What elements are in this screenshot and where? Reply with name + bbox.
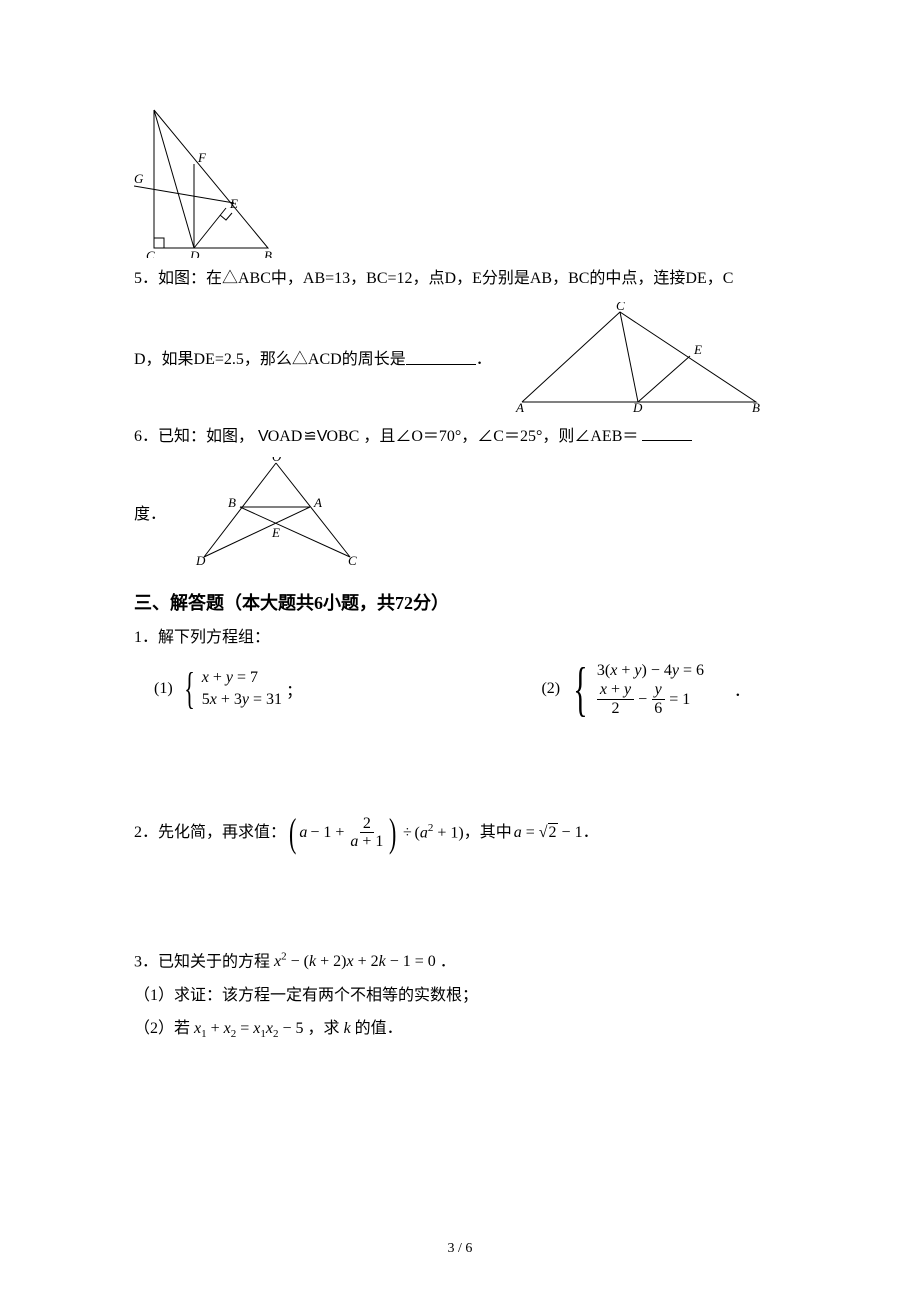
svg-text:A: A	[313, 495, 322, 510]
q5-line-b: D，如果DE=2.5，那么△ACD的周长是 ． A D B C E	[134, 302, 790, 412]
svg-text:B: B	[752, 400, 760, 412]
q3-1-intro: 1．解下列方程组：	[134, 625, 790, 651]
q6-pre: 6．已知：如图，	[134, 428, 254, 445]
q6-tri1: OAD	[268, 428, 303, 445]
svg-text:E: E	[229, 196, 238, 211]
q5-figure: A D B C E	[512, 302, 772, 412]
q5-period: ．	[476, 345, 492, 369]
q3-2-expr-b: (a2 + 1)	[415, 820, 464, 846]
eq1-1: x + y = 7	[202, 667, 282, 689]
q3-3-l3-mid: ，求	[308, 1020, 340, 1037]
q5-line-a: 5．如图：在△ABC中，AB=13，BC=12，点D，E分别是AB，BC的中点，…	[134, 266, 790, 292]
q3-3-line1: 3．已知关于的方程 x2 − (k + 2)x + 2k − 1 = 0 ．	[134, 949, 790, 975]
q6-tri-marker-2: V	[317, 428, 327, 445]
q3-1-eqs1: { x + y = 7 5x + 3y = 31	[173, 667, 282, 711]
q3-1-equations-row: (1) { x + y = 7 5x + 3y = 31 ； (2) { 3(x…	[134, 659, 790, 719]
q6-mid: ，且∠O＝70°，∠C＝25°，则∠AEB＝	[363, 428, 638, 445]
eq1-2: 5x + 3y = 31	[202, 689, 282, 711]
svg-text:C: C	[146, 248, 155, 258]
q3-2-pre: 2．先化简，再求值：	[134, 820, 286, 846]
q6-cong: ≌	[303, 428, 315, 445]
svg-text:A: A	[151, 108, 160, 111]
q3-3-l3-tail: 的值．	[355, 1020, 403, 1037]
page-footer: 3 / 6	[0, 1241, 920, 1257]
q3-3-l3-k: k	[344, 1020, 351, 1037]
svg-text:C: C	[616, 302, 625, 313]
page: A G C D B E F 5．如图：在△ABC中，AB=13，BC=12，点D…	[0, 0, 920, 1302]
svg-text:E: E	[693, 342, 702, 357]
q6-line-b: 度． O B A E D C	[134, 457, 790, 567]
svg-text:C: C	[348, 553, 357, 567]
svg-text:O: O	[272, 457, 282, 464]
section3-title: 三、解答题（本大题共6小题，共72分）	[134, 589, 790, 615]
eq2-1: 3(x + y) − 4y = 6	[597, 660, 704, 682]
fig-triangle-afgcdbe: A G C D B E F	[134, 108, 274, 258]
q3-3-pre: 3．已知关于的方程	[134, 953, 274, 970]
rparen-icon: )	[389, 813, 396, 853]
svg-text:E: E	[271, 525, 280, 540]
q3-2: 2．先化简，再求值： ( a − 1 + 2a + 1 ) ÷ (a2 + 1)…	[134, 813, 790, 853]
svg-text:A: A	[515, 400, 524, 412]
q6-figure: O B A E D C	[180, 457, 370, 567]
svg-text:B: B	[264, 248, 272, 258]
q3-2-aeq: a = √2 − 1	[514, 820, 583, 846]
q3-2-mid: ，其中	[464, 820, 512, 846]
brace-icon-2: {	[573, 659, 587, 719]
svg-text:D: D	[195, 553, 206, 567]
svg-text:F: F	[197, 150, 207, 165]
svg-text:B: B	[228, 495, 236, 510]
q3-2-expr-a: a − 1 + 2a + 1	[299, 815, 386, 851]
q5-text-b: D，如果DE=2.5，那么△ACD的周长是	[134, 345, 406, 369]
q3-2-tail: ．	[583, 820, 599, 846]
q3-3-line2: （1）求证：该方程一定有两个不相等的实数根；	[134, 983, 790, 1009]
q3-3-tail1: ．	[440, 953, 456, 970]
lparen-icon: (	[289, 813, 296, 853]
eq2-2: x + y2 − y6 = 1	[597, 681, 704, 717]
q3-2-div: ÷	[403, 820, 412, 846]
svg-text:G: G	[134, 171, 144, 186]
brace-icon: {	[184, 667, 195, 711]
q3-3-l3-expr: x1 + x2 = x1x2 − 5	[194, 1020, 304, 1037]
q3-3-expr: x2 − (k + 2)x + 2k − 1 = 0	[274, 953, 436, 970]
q3-1-eqs2: { 3(x + y) − 4y = 6 x + y2 − y6 = 1	[560, 659, 704, 719]
q6-degree: 度．	[134, 500, 166, 524]
q6-blank	[642, 424, 692, 441]
svg-text:D: D	[189, 248, 200, 258]
q6-line-a: 6．已知：如图， VOAD≌VOBC ，且∠O＝70°，∠C＝25°，则∠AEB…	[134, 424, 790, 450]
q3-1-period: ．	[734, 677, 750, 701]
svg-text:D: D	[632, 400, 643, 412]
q3-1-semicolon: ；	[286, 677, 302, 701]
q3-3-line3: （2）若 x1 + x2 = x1x2 − 5 ，求 k 的值．	[134, 1016, 790, 1044]
q6-tri2: OBC	[326, 428, 359, 445]
q5-blank	[406, 348, 476, 365]
q3-1-part2-label: (2)	[541, 680, 560, 698]
q3-3-l3-pre: （2）若	[134, 1020, 194, 1037]
q6-tri-marker-1: V	[258, 428, 268, 445]
q3-1-part1-label: (1)	[154, 680, 173, 698]
